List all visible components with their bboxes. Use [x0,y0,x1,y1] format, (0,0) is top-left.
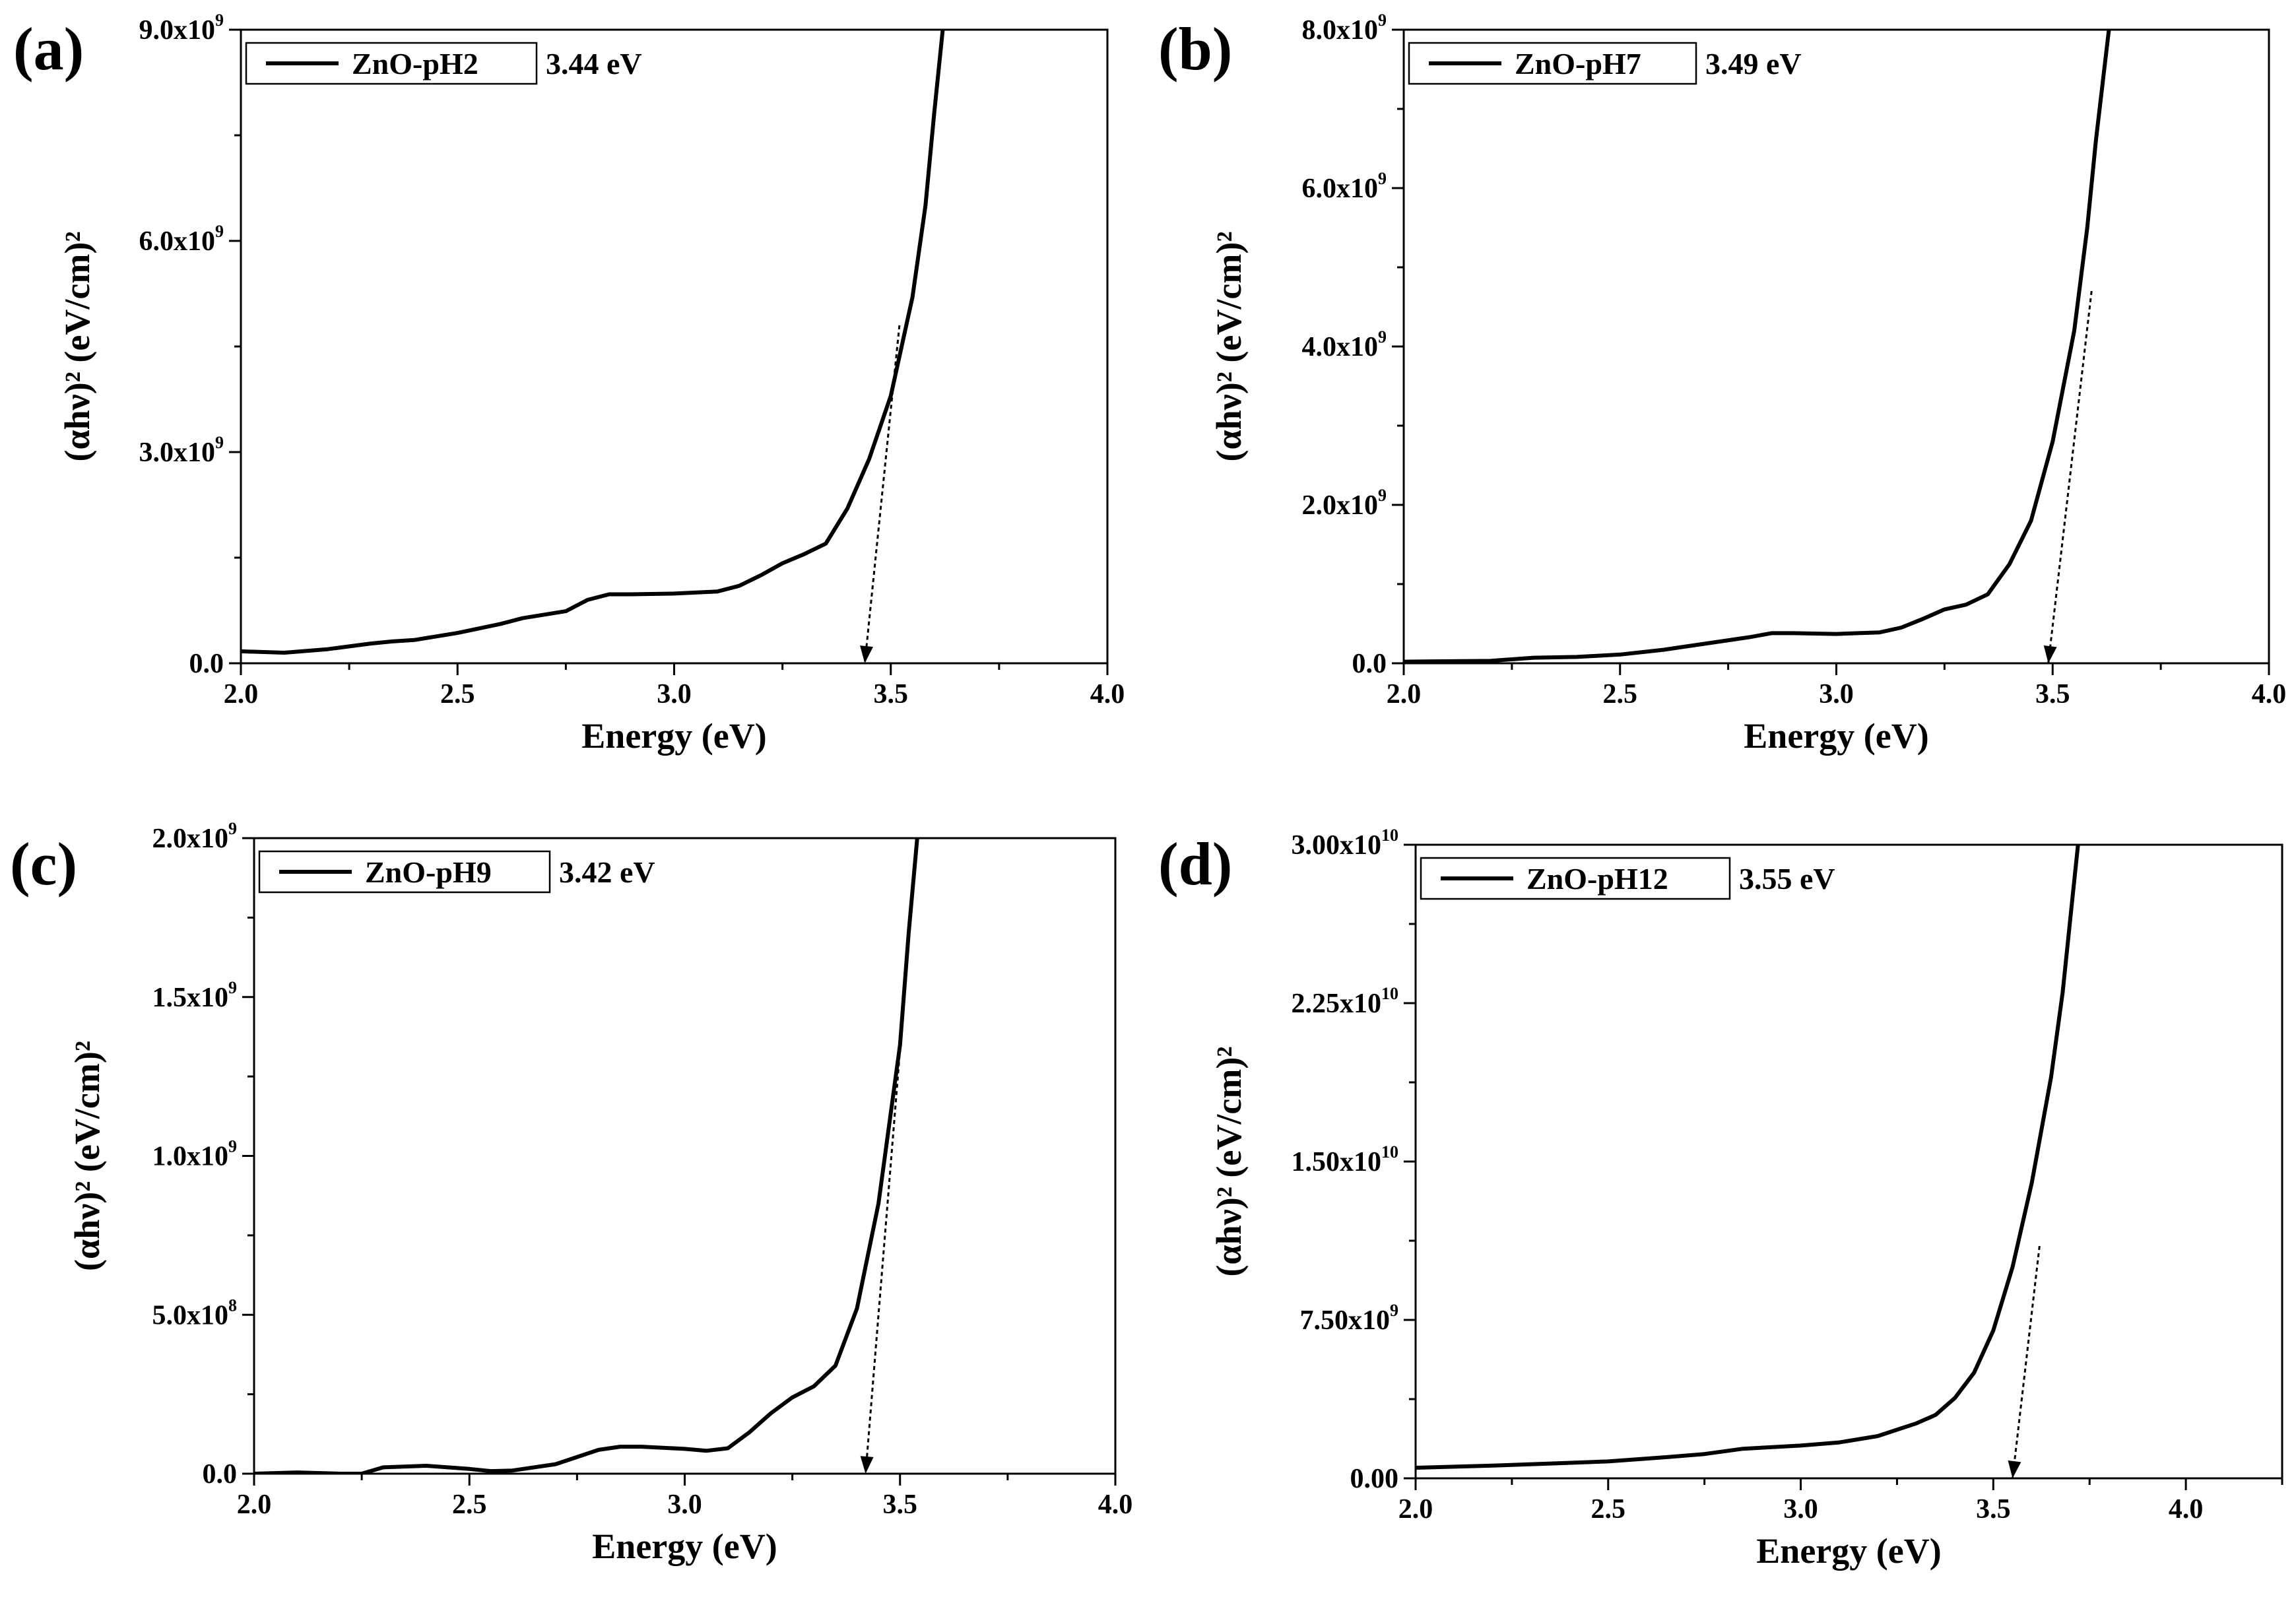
y-tick-label: 9.0x109 [139,11,224,46]
x-axis-title: Energy (eV) [1756,1531,1941,1571]
plot-frame [253,837,1117,1475]
series-line [1404,30,2111,663]
x-tick-label: 3.5 [1976,1494,2011,1525]
y-tick-label: 0.0 [1352,649,1387,679]
panel-label: (d) [1158,830,1232,898]
x-tick-label: 2.0 [1387,679,1422,709]
x-tick-label: 2.0 [224,679,259,709]
chart-panel-3: (c) 2.0 2.5 3.0 3.5 4.0 0.0 5.0x108 1.0x109 1.5x1… [10,819,1132,1566]
y-tick-label: 0.0 [203,1459,238,1490]
x-tick-label: 2.5 [1591,1494,1626,1525]
legend-entry: ZnO-pH2 [352,47,478,81]
x-tick-label: 2.5 [440,679,475,709]
y-tick-label: 2.25x1010 [1292,984,1399,1019]
x-tick-label: 3.0 [667,1490,702,1520]
x-tick-label: 2.0 [1398,1494,1433,1525]
bandgap-label: 3.44 eV [546,47,642,81]
bandgap-label: 3.42 eV [559,855,655,889]
y-axis-title: (αhν)² (eV/cm)² [67,1041,107,1271]
x-tick-label: 3.5 [874,679,909,709]
x-tick-label: 4.0 [1098,1490,1133,1520]
y-tick-label: 1.5x109 [152,978,238,1013]
tangent-line [2012,1245,2041,1479]
tangent-arrowhead [860,1456,874,1474]
x-tick-label: 2.5 [1603,679,1638,709]
x-tick-label: 3.0 [1819,679,1854,709]
legend-entry: ZnO-pH9 [365,855,492,889]
panel-label: (a) [13,15,84,82]
y-tick-label: 5.0x108 [152,1295,238,1330]
panel-label: (b) [1158,15,1232,82]
chart-panel-1: (a) 2.0 2.5 3.0 3.5 4.0 0.0 3.0x109 6.0x109 9.0x1… [13,11,1125,756]
x-tick-label: 3.5 [883,1490,918,1520]
x-tick-label: 4.0 [1090,679,1125,709]
x-tick-label: 4.0 [2169,1494,2204,1525]
x-axis-title: Energy (eV) [592,1526,777,1566]
plot-frame [240,28,1109,665]
y-tick-label: 1.50x1010 [1292,1142,1399,1177]
plot-frame [1402,28,2270,665]
y-axis-title: (αhν)² (eV/cm)² [57,231,97,461]
y-tick-label: 6.0x109 [139,222,224,257]
x-tick-label: 3.0 [1783,1494,1818,1525]
x-axis-title: Energy (eV) [1744,716,1928,756]
plot-frame [1414,843,2283,1480]
y-axis-title: (αhν)² (eV/cm)² [1209,231,1249,461]
y-tick-label: 6.0x109 [1302,169,1387,204]
series-line [254,838,919,1474]
tangent-line [863,325,901,664]
tangent-arrowhead [860,645,873,663]
legend-entry: ZnO-pH7 [1515,47,1641,81]
chart-panel-4: (d) 2.0 2.5 3.0 3.5 4.0 0.00 7.50x109 1.50x1010 2… [1158,826,2283,1571]
tangent-line [2047,290,2093,664]
y-axis-title: (αhν)² (eV/cm)² [1209,1046,1249,1276]
x-tick-label: 4.0 [2252,679,2287,709]
y-tick-label: 8.0x109 [1302,11,1387,46]
x-axis-title: Energy (eV) [581,716,766,756]
y-tick-label: 7.50x109 [1300,1301,1399,1336]
tangent-arrowhead [2008,1460,2021,1478]
legend-entry: ZnO-pH12 [1526,862,1668,896]
panel-label: (c) [10,830,77,898]
y-tick-label: 3.0x109 [139,433,224,468]
tangent-arrowhead [2043,645,2057,663]
y-tick-label: 0.0 [189,649,224,679]
x-tick-label: 2.5 [452,1490,487,1520]
series-line [241,30,945,655]
bandgap-label: 3.49 eV [1705,47,1802,81]
y-tick-label: 4.0x109 [1302,327,1387,362]
x-tick-label: 3.5 [2035,679,2070,709]
bandgap-label: 3.55 eV [1739,862,1835,896]
series-line [1416,845,2080,1470]
x-tick-label: 2.0 [237,1490,272,1520]
chart-panel-2: (b) 2.0 2.5 3.0 3.5 4.0 0.0 2.0x109 4.0x109 6.0x1… [1158,11,2286,756]
y-tick-label: 3.00x1010 [1292,826,1399,861]
y-tick-label: 0.00 [1350,1464,1399,1494]
x-tick-label: 3.0 [657,679,692,709]
y-tick-label: 2.0x109 [1302,486,1387,521]
y-tick-label: 2.0x109 [152,819,238,854]
y-tick-label: 1.0x109 [152,1137,238,1172]
